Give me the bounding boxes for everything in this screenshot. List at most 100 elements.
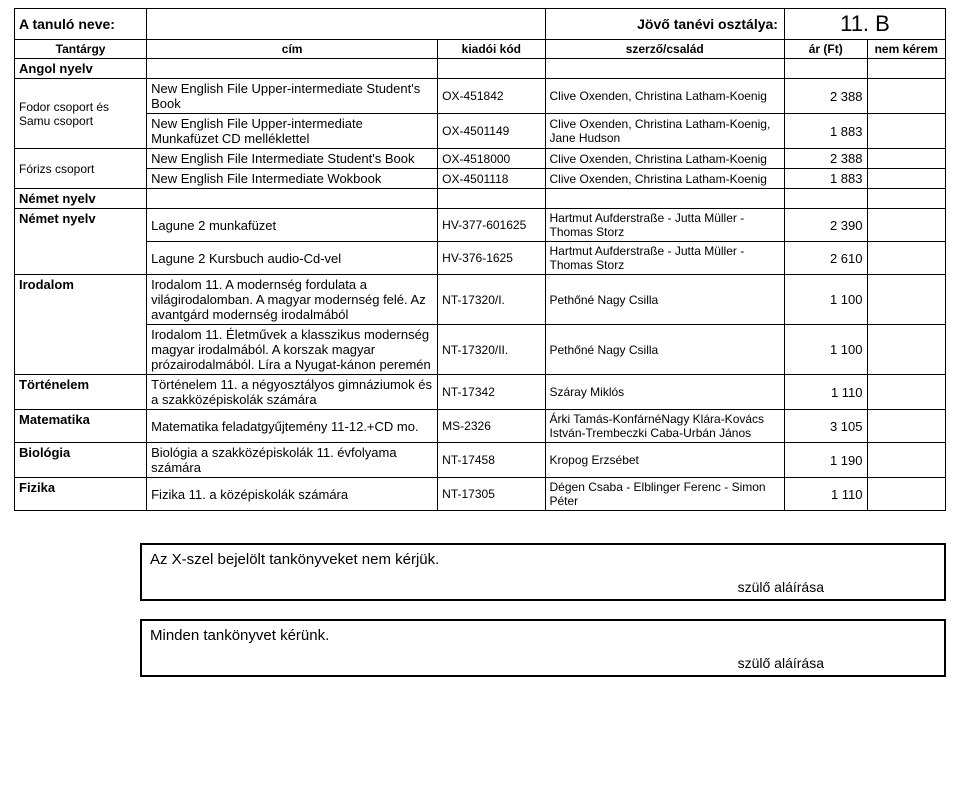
skip-cell[interactable] <box>867 114 945 149</box>
skip-cell[interactable] <box>867 275 945 325</box>
empty-cell <box>147 189 438 209</box>
empty-cell <box>545 189 784 209</box>
skip-cell[interactable] <box>867 478 945 511</box>
skip-cell[interactable] <box>867 443 945 478</box>
title-cell: Matematika feladatgyűjtemény 11-12.+CD m… <box>147 410 438 443</box>
code-cell: NT-17320/I. <box>438 275 545 325</box>
author-cell: Száray Miklós <box>545 375 784 410</box>
code-cell: MS-2326 <box>438 410 545 443</box>
name-label: A tanuló neve: <box>15 9 147 40</box>
empty-cell <box>784 189 867 209</box>
table-row: Angol nyelv <box>15 59 946 79</box>
empty-cell <box>784 59 867 79</box>
skip-cell[interactable] <box>867 242 945 275</box>
empty-cell <box>147 59 438 79</box>
table-row: IrodalomIrodalom 11. A modernség fordula… <box>15 275 946 325</box>
code-cell: NT-17305 <box>438 478 545 511</box>
author-cell: Clive Oxenden, Christina Latham-Koenig <box>545 149 784 169</box>
empty-cell <box>867 59 945 79</box>
author-cell: Pethőné Nagy Csilla <box>545 325 784 375</box>
table-row: New English File Intermediate WokbookOX-… <box>15 169 946 189</box>
footer-box-1: Az X-szel bejelölt tankönyveket nem kérj… <box>140 543 946 601</box>
subject-cell: Irodalom <box>15 275 147 375</box>
author-cell: Árki Tamás-KonfárnéNagy Klára-Kovács Ist… <box>545 410 784 443</box>
skip-cell[interactable] <box>867 79 945 114</box>
empty-cell <box>545 59 784 79</box>
table-row: Fodor csoport és Samu csoportNew English… <box>15 79 946 114</box>
title-cell: Fizika 11. a középiskolák számára <box>147 478 438 511</box>
skip-cell[interactable] <box>867 410 945 443</box>
subject-cell: Német nyelv <box>15 209 147 275</box>
header-row-2: Tantárgy cím kiadói kód szerző/család ár… <box>15 40 946 59</box>
code-cell: NT-17342 <box>438 375 545 410</box>
code-cell: NT-17320/II. <box>438 325 545 375</box>
price-cell: 1 110 <box>784 375 867 410</box>
code-cell: OX-4518000 <box>438 149 545 169</box>
title-cell: Irodalom 11. Életművek a klasszikus mode… <box>147 325 438 375</box>
price-cell: 1 883 <box>784 169 867 189</box>
price-cell: 2 388 <box>784 149 867 169</box>
table-row: FizikaFizika 11. a középiskolák számáraN… <box>15 478 946 511</box>
table-row: BiológiaBiológia a szakközépiskolák 11. … <box>15 443 946 478</box>
author-cell: Kropog Erzsébet <box>545 443 784 478</box>
code-cell: HV-377-601625 <box>438 209 545 242</box>
author-cell: Hartmut Aufderstraße - Jutta Müller - Th… <box>545 209 784 242</box>
price-cell: 1 190 <box>784 443 867 478</box>
skip-cell[interactable] <box>867 149 945 169</box>
table-row: Fórizs csoportNew English File Intermedi… <box>15 149 946 169</box>
header-row-1: A tanuló neve: Jövő tanévi osztálya: 11.… <box>15 9 946 40</box>
grade-value: 11. B <box>784 9 945 40</box>
price-cell: 2 390 <box>784 209 867 242</box>
skip-cell[interactable] <box>867 375 945 410</box>
table-row: TörténelemTörténelem 11. a négyosztályos… <box>15 375 946 410</box>
title-cell: New English File Intermediate Student's … <box>147 149 438 169</box>
subject-cell: Történelem <box>15 375 147 410</box>
subject-cell: Fodor csoport és Samu csoport <box>15 79 147 149</box>
name-field[interactable] <box>147 9 545 40</box>
col-skip: nem kérem <box>867 40 945 59</box>
price-cell: 2 610 <box>784 242 867 275</box>
title-cell: New English File Upper-intermediate Stud… <box>147 79 438 114</box>
col-subject: Tantárgy <box>15 40 147 59</box>
table-row: Lagune 2 Kursbuch audio-Cd-velHV-376-162… <box>15 242 946 275</box>
price-cell: 1 100 <box>784 325 867 375</box>
title-cell: Biológia a szakközépiskolák 11. évfolyam… <box>147 443 438 478</box>
subject-cell: Német nyelv <box>15 189 147 209</box>
table-row: Német nyelv <box>15 189 946 209</box>
skip-cell[interactable] <box>867 169 945 189</box>
price-cell: 3 105 <box>784 410 867 443</box>
subject-cell: Matematika <box>15 410 147 443</box>
skip-cell[interactable] <box>867 209 945 242</box>
price-cell: 2 388 <box>784 79 867 114</box>
col-price: ár (Ft) <box>784 40 867 59</box>
subject-cell: Fizika <box>15 478 147 511</box>
subject-cell: Biológia <box>15 443 147 478</box>
table-row: Irodalom 11. Életművek a klasszikus mode… <box>15 325 946 375</box>
price-cell: 1 883 <box>784 114 867 149</box>
table-row: MatematikaMatematika feladatgyűjtemény 1… <box>15 410 946 443</box>
empty-cell <box>438 189 545 209</box>
subject-cell: Fórizs csoport <box>15 149 147 189</box>
footer-box-2: Minden tankönyvet kérünk. szülő aláírása <box>140 619 946 677</box>
title-cell: Lagune 2 Kursbuch audio-Cd-vel <box>147 242 438 275</box>
code-cell: OX-451842 <box>438 79 545 114</box>
footer-text-1: Az X-szel bejelölt tankönyveket nem kérj… <box>150 551 439 568</box>
code-cell: OX-4501149 <box>438 114 545 149</box>
code-cell: NT-17458 <box>438 443 545 478</box>
title-cell: New English File Upper-intermediate Munk… <box>147 114 438 149</box>
empty-cell <box>438 59 545 79</box>
price-cell: 1 100 <box>784 275 867 325</box>
author-cell: Pethőné Nagy Csilla <box>545 275 784 325</box>
author-cell: Hartmut Aufderstraße - Jutta Müller - Th… <box>545 242 784 275</box>
footer-sign-2: szülő aláírása <box>738 655 824 671</box>
code-cell: OX-4501118 <box>438 169 545 189</box>
table-row: Német nyelvLagune 2 munkafüzetHV-377-601… <box>15 209 946 242</box>
col-author: szerző/család <box>545 40 784 59</box>
col-code: kiadói kód <box>438 40 545 59</box>
author-cell: Clive Oxenden, Christina Latham-Koenig, … <box>545 114 784 149</box>
skip-cell[interactable] <box>867 325 945 375</box>
author-cell: Clive Oxenden, Christina Latham-Koenig <box>545 79 784 114</box>
price-cell: 1 110 <box>784 478 867 511</box>
textbook-table: A tanuló neve: Jövő tanévi osztálya: 11.… <box>14 8 946 511</box>
col-title: cím <box>147 40 438 59</box>
